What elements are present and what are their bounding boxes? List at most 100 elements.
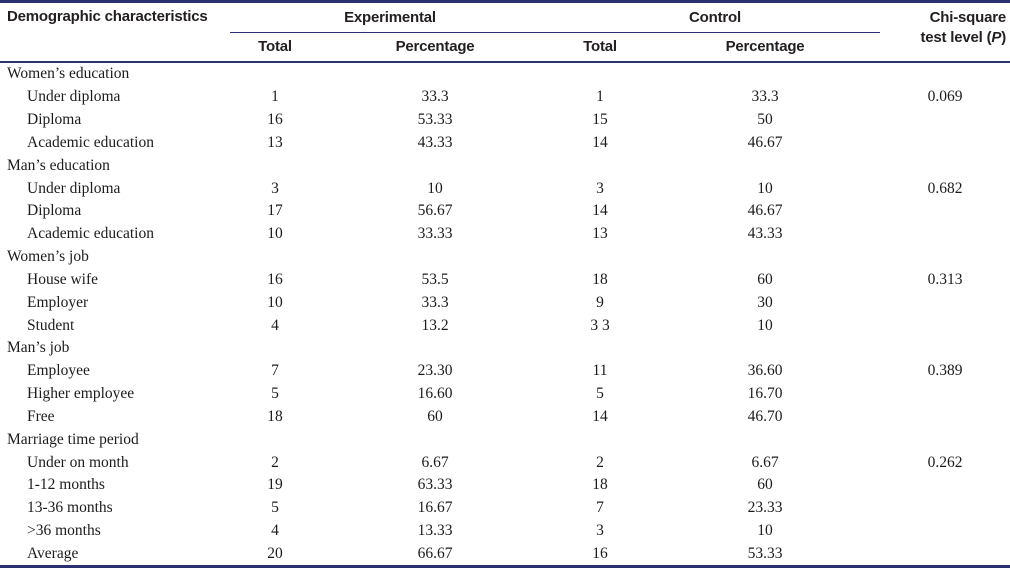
row-label: Under on month [27, 453, 129, 471]
control-percentage-value [650, 428, 880, 451]
experimental-percentage-value: 33.3 [421, 88, 449, 106]
row-label: Under diploma [27, 179, 121, 197]
control-total-value: 14 [592, 133, 608, 151]
control-percentage-value: 33.3 [751, 88, 779, 106]
row-label: Man’s education [7, 156, 110, 174]
experimental-percentage-value: 53.33 [417, 111, 453, 129]
experimental-total-value: 17 [267, 202, 283, 220]
table-row: Academic education 13 43.33 14 46.67 [0, 131, 1010, 154]
table-row: 1-12 months 19 63.33 18 60 [0, 473, 1010, 496]
p-value: 0.262 [927, 453, 963, 471]
control-total-value: 15 [592, 111, 608, 129]
control-total-value: 3 [596, 521, 604, 539]
table-row: Higher employee 5 16.60 5 16.70 [0, 382, 1010, 405]
row-label: Women’s job [7, 248, 89, 266]
control-total-value: 18 [592, 270, 608, 288]
p-value [880, 314, 1010, 337]
col-header-control-percentage: Percentage [725, 38, 805, 56]
table-row: Free 18 60 14 46.70 [0, 405, 1010, 428]
experimental-total-value: 16 [267, 111, 283, 129]
experimental-total-value: 7 [271, 362, 279, 380]
experimental-percentage-value: 33.33 [417, 225, 453, 243]
experimental-percentage-value [320, 154, 550, 177]
experimental-total-value: 4 [271, 316, 279, 334]
experimental-total-value: 2 [271, 453, 279, 471]
p-value [880, 222, 1010, 245]
experimental-percentage-value [320, 336, 550, 359]
row-label: Marriage time period [7, 430, 139, 448]
row-label: House wife [27, 270, 99, 288]
p-value [880, 108, 1010, 131]
p-value [880, 473, 1010, 496]
p-value [880, 200, 1010, 223]
chi-square-line1: Chi-square [929, 9, 1007, 26]
experimental-percentage-value: 13.2 [421, 316, 449, 334]
chi-square-line2-suffix: ) [1001, 28, 1007, 46]
row-label: Free [27, 407, 55, 425]
p-value [880, 131, 1010, 154]
col-header-control-total: Total [583, 38, 617, 56]
table-header: Demographic characteristics Experimental… [0, 1, 1010, 62]
control-percentage-value: 60 [757, 476, 773, 494]
control-total-value: 3 [596, 179, 604, 197]
experimental-total-value: 10 [267, 225, 283, 243]
control-total-value: 7 [596, 499, 604, 517]
experimental-total-value: 1 [271, 88, 279, 106]
p-value [880, 519, 1010, 542]
experimental-percentage-value: 13.33 [417, 521, 453, 539]
experimental-total-value: 16 [267, 270, 283, 288]
row-label: Employee [27, 362, 90, 380]
experimental-total-value: 5 [271, 499, 279, 517]
col-header-chi-square-test-level: Chi-square test level (P) [880, 2, 1010, 62]
table-row: Under diploma 3 10 3 10 0.682 [0, 177, 1010, 200]
experimental-percentage-value [320, 428, 550, 451]
experimental-total-value [230, 428, 320, 451]
experimental-percentage-value: 10 [427, 179, 443, 197]
experimental-total-value: 20 [267, 544, 283, 562]
control-percentage-value [650, 154, 880, 177]
experimental-total-value: 13 [267, 133, 283, 151]
control-total-value: 2 [596, 453, 604, 471]
row-label: Women’s education [7, 65, 130, 83]
experimental-total-value [230, 154, 320, 177]
category-row: Marriage time period [0, 428, 1010, 451]
row-label: Higher employee [27, 385, 135, 403]
row-label: 1-12 months [27, 476, 105, 494]
p-value: 0.313 [927, 270, 963, 288]
chi-square-p-symbol: P [991, 28, 1002, 46]
p-value [880, 336, 1010, 359]
control-total-value [550, 245, 650, 268]
experimental-percentage-value: 16.67 [417, 499, 453, 517]
p-value [880, 542, 1010, 567]
row-label: Student [27, 316, 75, 334]
control-percentage-value: 23.33 [747, 499, 783, 517]
control-percentage-value: 30 [757, 293, 773, 311]
experimental-percentage-value [320, 245, 550, 268]
table-row: Diploma 16 53.33 15 50 [0, 108, 1010, 131]
table-row: Academic education 10 33.33 13 43.33 [0, 222, 1010, 245]
experimental-total-value [230, 336, 320, 359]
control-total-value [550, 62, 650, 86]
control-percentage-value: 10 [757, 521, 773, 539]
control-percentage-value: 53.33 [747, 544, 783, 562]
row-label: Diploma [27, 202, 82, 220]
category-row: Women’s job [0, 245, 1010, 268]
p-value [880, 62, 1010, 86]
control-percentage-value: 10 [757, 316, 773, 334]
table-row: 13-36 months 5 16.67 7 23.33 [0, 496, 1010, 519]
row-label: Average [27, 544, 79, 562]
row-label: Academic education [27, 225, 154, 243]
category-row: Women’s education [0, 62, 1010, 86]
col-group-control: Control [550, 1, 881, 33]
control-percentage-value: 46.67 [747, 133, 783, 151]
experimental-percentage-value: 23.30 [417, 362, 453, 380]
control-total-value: 18 [592, 476, 608, 494]
table-row: Diploma 17 56.67 14 46.67 [0, 200, 1010, 223]
row-label: Employer [27, 293, 89, 311]
table-row: Employee 7 23.30 11 36.60 0.389 [0, 359, 1010, 382]
p-value: 0.069 [927, 88, 963, 106]
p-value: 0.389 [927, 362, 963, 380]
control-total-value [550, 336, 650, 359]
experimental-percentage-value: 43.33 [417, 133, 453, 151]
control-total-value: 3 3 [590, 316, 610, 334]
